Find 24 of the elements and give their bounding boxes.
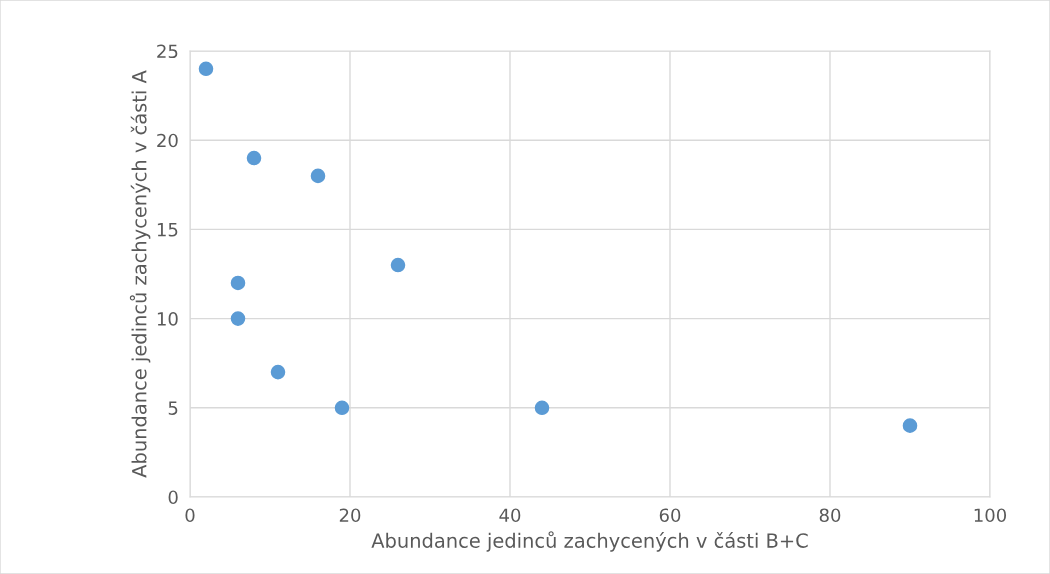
x-tick-label: 0 [185, 508, 195, 523]
point [246, 150, 262, 166]
y-tick-label: 5 [168, 401, 178, 415]
point [230, 275, 246, 291]
x-tick-label: 100 [974, 508, 1007, 523]
y-axis-title: Abundance jedinců zachycených v části A [129, 70, 151, 478]
point [390, 257, 406, 273]
y-tick-label: 20 [157, 133, 178, 148]
x-tick-label: 20 [339, 508, 361, 523]
x-tick-label: 40 [499, 508, 521, 523]
y-tick-label: 25 [157, 44, 178, 59]
point [334, 400, 350, 416]
point [534, 400, 550, 416]
y-tick-label: 0 [168, 490, 178, 505]
y-tick-label: 10 [157, 312, 178, 326]
x-tick-label: 60 [659, 508, 681, 523]
point [270, 364, 286, 380]
point [230, 311, 246, 326]
x-axis-title: Abundance jedinců zachycených v části B+C [371, 531, 808, 552]
y-tick-label: 15 [157, 223, 178, 237]
point [198, 61, 214, 77]
point [902, 418, 918, 433]
x-tick-label: 80 [819, 508, 841, 523]
point [310, 168, 326, 184]
